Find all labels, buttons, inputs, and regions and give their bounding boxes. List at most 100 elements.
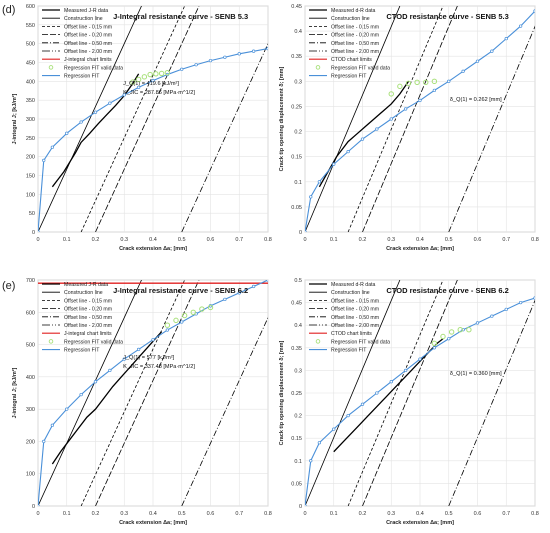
regression-fit-point (93, 110, 98, 114)
legend-label: CTOD chart limits (331, 331, 372, 337)
x-tick-label: 0.8 (531, 511, 539, 517)
regression-fit-point (518, 24, 523, 28)
regression-fit-point (360, 137, 365, 141)
regression-fit-point (136, 85, 141, 90)
x-tick-label: 0.7 (502, 511, 510, 517)
y-tick-label: 250 (26, 136, 35, 142)
regression-fit-point (475, 59, 480, 63)
valid-data-point (440, 333, 446, 340)
y-axis-label: J-integral J; [kJ/m²] (11, 93, 18, 144)
regression-fit-point (223, 297, 227, 302)
legend-label: Measured J-R data (64, 282, 108, 288)
regression-fit-point (38, 230, 40, 232)
legend-marker (315, 339, 321, 344)
offset-line-0-20 (95, 280, 200, 506)
x-tick-label: 0.3 (387, 237, 395, 243)
y-tick-label: 0.05 (291, 481, 302, 487)
regression-fit-point (79, 120, 83, 124)
regression-fit-point (418, 357, 422, 361)
legend-label: Offset line - 0.15 mm (331, 24, 379, 30)
panel-label-d: (d) (2, 4, 16, 16)
chart-d-right: 0 0.1 0.2 0.3 0.4 0.5 0.6 0.7 0.8 0 0.05 0.1 0.15 0.2… (279, 4, 539, 252)
valid-data-point (199, 306, 205, 312)
legend-label: Construction line (64, 16, 103, 22)
valid-data-point (466, 327, 472, 333)
valid-data-point (181, 312, 188, 319)
x-tick-label: 0.4 (416, 511, 424, 517)
y-tick-label: 100 (26, 192, 35, 198)
regression-fit-point (237, 52, 241, 56)
offset-line-0-20 (95, 6, 200, 232)
legend-label: Regression FIT valid data (64, 339, 123, 345)
annotation-label: δ_Q(1) = 0.262 [mm] (450, 97, 502, 103)
x-tick-label: 0.8 (264, 511, 272, 517)
regression-fit-point (403, 368, 408, 373)
regression-fit-point (194, 63, 198, 67)
x-tick-label: 0.7 (502, 237, 510, 243)
y-tick-label: 300 (26, 117, 35, 123)
legend-label: J-integral chart limits (64, 57, 112, 63)
offset-line-0-20 (362, 6, 458, 232)
legend-label: Measured d-R data (331, 8, 376, 14)
valid-data-point (153, 71, 159, 77)
regression-fit-point (305, 230, 307, 232)
regression-fit-line (38, 280, 268, 506)
y-tick-label: 0 (32, 230, 35, 236)
chart-e-left: 0 0.1 0.2 0.3 0.4 0.5 0.6 0.7 0.8 0 100 200 300 400 50… (11, 278, 272, 526)
y-tick-label: 0.2 (294, 130, 302, 136)
valid-data-point (457, 327, 463, 333)
x-tick-label: 0.5 (178, 237, 186, 243)
x-tick-label: 0.8 (531, 237, 539, 243)
panel-label-e: (e) (2, 280, 16, 292)
legend-label: Offset line - 2.00 mm (331, 49, 379, 55)
legend-label: Offset line - 2.00 mm (64, 49, 112, 55)
regression-fit-point (180, 320, 184, 324)
legend-label: Construction line (331, 16, 370, 22)
regression-fit-point (108, 101, 112, 105)
regression-fit-line (38, 48, 268, 232)
y-tick-label: 0.1 (294, 180, 302, 186)
valid-data-point (423, 79, 429, 86)
legend-label: Regression FIT (331, 74, 367, 80)
regression-fit-point (50, 145, 55, 149)
annotation-label: J_Q(1) = 577 [kJ/m²] (123, 355, 175, 361)
regression-fit-point (42, 158, 46, 163)
regression-fit-point (251, 49, 256, 53)
y-tick-label: 600 (26, 310, 35, 316)
regression-fit-point (65, 131, 69, 135)
x-tick-label: 0.3 (120, 237, 128, 243)
regression-fit-point (447, 79, 451, 83)
valid-data-point (431, 340, 438, 346)
construction-line (38, 280, 142, 506)
offset-line-0-50 (448, 299, 535, 506)
y-tick-label: 0.15 (291, 436, 302, 442)
plot-content (38, 280, 268, 506)
legend-marker (48, 339, 54, 344)
legend-label: Offset line - 0.15 mm (64, 298, 112, 304)
regression-fit-point (504, 36, 508, 41)
x-tick-label: 0.3 (120, 511, 128, 517)
construction-line (305, 6, 401, 232)
x-tick-label: 0.5 (178, 511, 186, 517)
y-tick-label: 0.15 (291, 155, 302, 161)
legend-label: Measured J-R data (64, 8, 108, 14)
regression-fit-point (151, 78, 155, 83)
regression-fit-point (490, 314, 494, 318)
x-tick-label: 0.4 (149, 511, 157, 517)
y-tick-label: 550 (26, 23, 35, 29)
regression-fit-point (389, 117, 393, 121)
x-tick-label: 0.1 (63, 237, 71, 243)
y-tick-label: 0.3 (294, 79, 302, 85)
offset-line-0-50 (181, 316, 268, 506)
regression-fit-point (309, 459, 313, 463)
y-tick-label: 400 (26, 375, 35, 381)
chart-e-right: 0 0.1 0.2 0.3 0.4 0.5 0.6 0.7 0.8 0 0.05 0.1 0.15 0.2… (279, 278, 539, 526)
regression-fit-point (432, 346, 437, 350)
annotation-label: K_JIC = 337.48 [MPa·m^1/2] (123, 364, 195, 370)
x-tick-label: 0.6 (474, 237, 482, 243)
y-tick-label: 0.3 (294, 368, 302, 374)
valid-data-point (135, 76, 142, 83)
y-tick-label: 400 (26, 79, 35, 85)
legend-label: Offset line - 0.50 mm (64, 315, 112, 321)
y-tick-label: 0.1 (294, 459, 302, 465)
